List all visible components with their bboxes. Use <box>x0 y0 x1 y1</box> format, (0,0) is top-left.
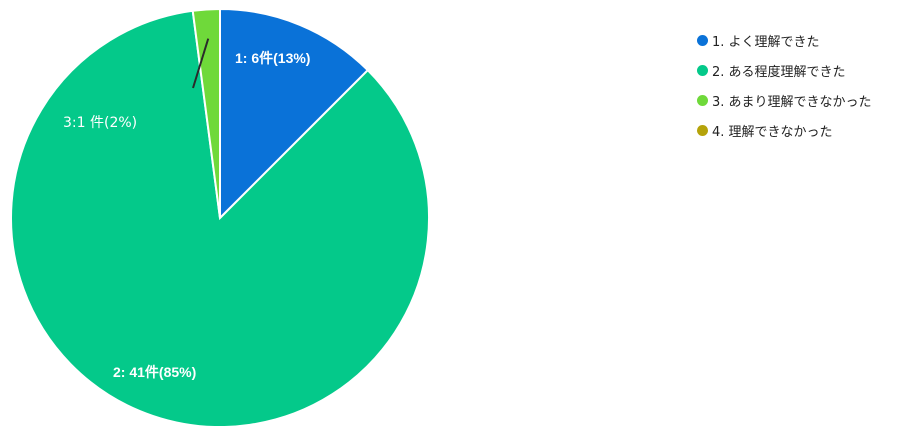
legend-item-1: 1. よく理解できた <box>697 30 872 51</box>
legend-swatch-2 <box>697 65 708 76</box>
legend: 1. よく理解できた 2. ある程度理解できた 3. あまり理解できなかった 4… <box>697 30 872 150</box>
legend-item-4: 4. 理解できなかった <box>697 120 872 141</box>
slice-label-2: 2: 41件(85%) <box>113 364 196 380</box>
pie-slice-1 <box>219 7 370 221</box>
legend-swatch-1 <box>697 35 708 46</box>
pie-slice-2 <box>10 9 430 426</box>
slice-3-leader-line <box>192 38 210 89</box>
pie-slice-3 <box>191 7 221 219</box>
slice-label-1: 1: 6件(13%) <box>235 50 310 66</box>
legend-item-2: 2. ある程度理解できた <box>697 60 872 81</box>
legend-label-2: 2. ある程度理解できた <box>712 65 846 80</box>
legend-label-1: 1. よく理解できた <box>712 35 820 50</box>
slice-label-3: 3:1 件(2%) <box>63 115 137 131</box>
legend-label-4: 4. 理解できなかった <box>712 125 833 140</box>
legend-item-3: 3. あまり理解できなかった <box>697 90 872 111</box>
legend-swatch-4 <box>697 125 708 136</box>
legend-label-3: 3. あまり理解できなかった <box>712 95 872 110</box>
legend-swatch-3 <box>697 95 708 106</box>
pie-chart-svg: 1: 6件(13%) 2: 41件(85%) 3:1 件(2%) <box>10 7 430 426</box>
